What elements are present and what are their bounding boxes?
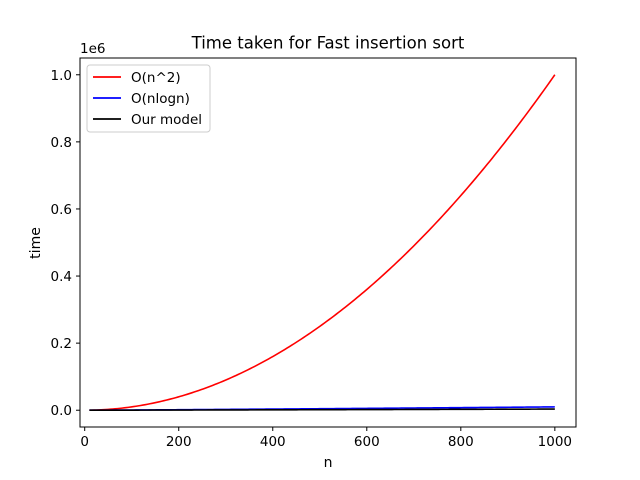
x-axis-label: n	[324, 455, 333, 471]
legend-label-3: Our model	[131, 112, 202, 128]
y-tick-label: 1.0	[51, 68, 72, 84]
x-tick-label: 400	[260, 434, 286, 450]
legend-box	[86, 64, 211, 133]
legend: O(n^2) O(nlogn) Our model	[86, 64, 211, 133]
legend-label-1: O(n^2)	[131, 70, 181, 86]
plot-area	[79, 57, 577, 428]
x-tick-label: 600	[354, 434, 380, 450]
axes-frame	[79, 57, 577, 428]
y-tick-label: 0.4	[51, 269, 72, 285]
y-axis-label: time	[28, 227, 44, 259]
x-tick-label: 1000	[538, 434, 572, 450]
y-tick-label: 0.2	[51, 336, 72, 352]
y-axis-ticks: 0.0 0.2 0.4 0.6 0.8 1.0	[51, 68, 80, 419]
x-tick-label: 200	[166, 434, 192, 450]
y-tick-label: 0.8	[51, 135, 72, 151]
x-tick-label: 800	[448, 434, 474, 450]
y-tick-label: 0.0	[51, 403, 72, 419]
series-line-1	[89, 74, 556, 411]
series-line-3	[89, 408, 555, 412]
x-axis-ticks: 0 200 400 600 800 1000	[80, 427, 572, 450]
y-offset-text: 1e6	[80, 41, 105, 57]
x-tick-label: 0	[80, 434, 89, 450]
chart-title: Time taken for Fast insertion sort	[191, 34, 465, 53]
y-tick-label: 0.6	[51, 202, 72, 218]
legend-label-2: O(nlogn)	[131, 91, 190, 107]
